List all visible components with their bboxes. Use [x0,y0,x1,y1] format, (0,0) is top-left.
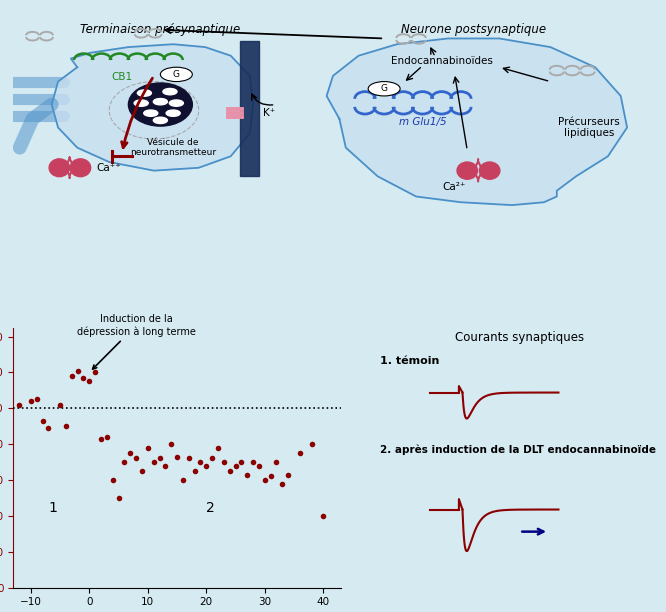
Text: Précurseurs
lipidiques: Précurseurs lipidiques [558,117,619,138]
Point [131,453,141,463]
Text: Vésicule de
neurotransmetteur: Vésicule de neurotransmetteur [130,138,216,157]
Text: Ca⁺⁺: Ca⁺⁺ [97,163,121,173]
Point [230,461,241,471]
Point [189,466,200,476]
Circle shape [153,117,167,124]
Point [119,457,130,467]
Point [201,461,212,471]
Point [318,511,328,521]
Point [84,376,95,386]
Point [90,367,101,377]
Circle shape [153,99,167,105]
Circle shape [169,100,183,106]
Text: Courants synaptiques: Courants synaptiques [455,332,584,345]
Point [283,469,294,479]
Point [218,457,229,467]
Point [236,457,246,467]
Point [306,439,317,449]
Point [178,475,188,485]
Ellipse shape [457,162,478,179]
Polygon shape [52,44,253,171]
Point [183,453,194,463]
Text: Endocannabinoïdes: Endocannabinoïdes [391,56,493,67]
Point [125,448,136,458]
Point [101,432,112,442]
Text: 1. témoin: 1. témoin [380,356,440,366]
Circle shape [166,110,180,116]
Point [143,443,153,453]
Text: Induction de la
dépression à long terme: Induction de la dépression à long terme [77,315,196,369]
Point [78,373,89,382]
Point [160,461,170,471]
Point [137,466,147,476]
Point [207,453,218,463]
Circle shape [134,100,149,106]
Point [61,421,71,431]
Point [31,394,42,404]
Circle shape [163,89,177,95]
Circle shape [137,90,151,96]
Point [37,416,48,426]
Text: K⁺: K⁺ [262,108,275,118]
Point [73,366,83,376]
Point [195,457,206,467]
Point [265,471,276,481]
Point [254,461,264,471]
Point [149,457,159,467]
Text: Terminaison présynaptique: Terminaison présynaptique [80,23,240,35]
Point [242,469,252,479]
Text: m Glu1/5: m Glu1/5 [399,118,446,127]
Point [224,466,235,476]
Point [212,443,223,453]
Text: G: G [381,84,388,93]
Ellipse shape [129,83,192,126]
Circle shape [368,81,400,96]
Point [294,448,305,458]
Text: Neurone postsynaptique: Neurone postsynaptique [401,23,546,35]
Ellipse shape [70,159,91,177]
Point [260,475,270,485]
Point [248,457,258,467]
Polygon shape [240,42,260,176]
Point [67,371,77,381]
Circle shape [144,110,158,116]
Polygon shape [326,39,627,205]
Point [155,453,165,463]
Ellipse shape [480,162,500,179]
Point [277,479,288,488]
Point [14,400,25,409]
Point [43,423,54,433]
Circle shape [161,67,192,81]
Text: 2: 2 [206,501,215,515]
Point [96,434,107,444]
Text: 1: 1 [49,501,57,515]
Text: 2. après induction de la DLT endocannabinoïde: 2. après induction de la DLT endocannabi… [380,444,656,455]
Text: CB1: CB1 [111,72,133,83]
Text: G: G [173,70,180,79]
Point [25,396,36,406]
Point [172,452,182,461]
Point [107,475,118,485]
Text: Ca²⁺: Ca²⁺ [443,182,466,192]
Point [55,400,65,409]
Point [113,493,124,503]
Ellipse shape [49,159,69,177]
Point [271,457,282,467]
Point [166,439,176,449]
